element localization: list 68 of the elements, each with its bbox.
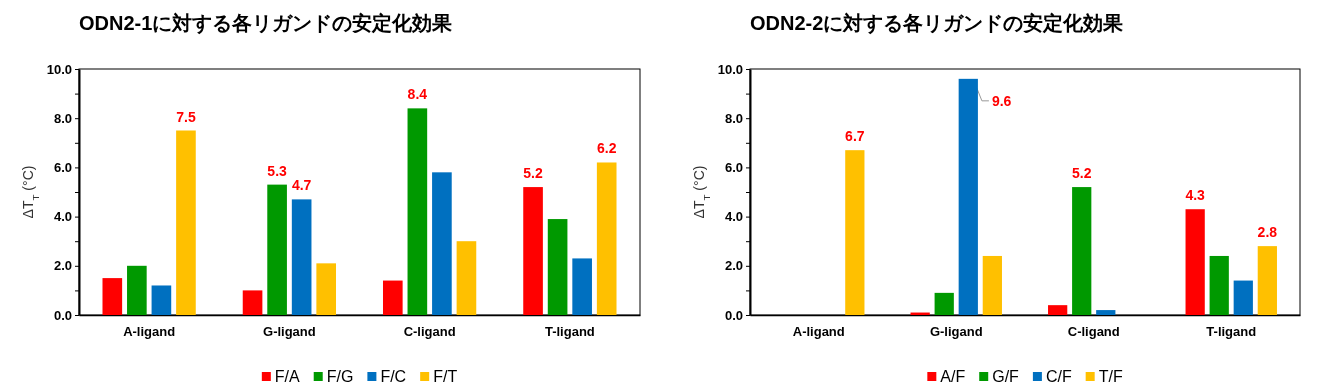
y-tick-label: 2.0 [724, 258, 743, 274]
bar [176, 130, 196, 315]
x-tick-label: C-ligand [403, 324, 456, 340]
bar [1096, 310, 1116, 315]
bar [316, 263, 337, 315]
y-tick-label: 8.0 [724, 110, 743, 126]
x-tick-label: A-ligand [792, 324, 845, 340]
bar [596, 162, 617, 315]
y-tick-label: 0.0 [724, 307, 743, 323]
x-tick-label: A-ligand [123, 324, 176, 340]
bar [267, 184, 287, 315]
y-tick-label: 2.0 [53, 258, 72, 274]
data-label: 6.7 [845, 128, 865, 145]
y-tick-label: 4.0 [724, 209, 743, 225]
bar [982, 255, 1002, 315]
data-label: 2.8 [1257, 224, 1278, 241]
bar [1072, 187, 1092, 315]
chart-title: ODN2-1に対する各リガンドの安定化効果 [79, 12, 454, 35]
data-label: 5.3 [267, 162, 288, 179]
y-tick-label: 4.0 [53, 209, 72, 225]
data-label: 9.6 [991, 92, 1012, 109]
bar [1048, 305, 1068, 315]
bar [1257, 246, 1277, 315]
bar [432, 172, 452, 315]
x-tick-label: G-ligand [263, 324, 316, 340]
legend-label: T/F [1098, 368, 1123, 385]
bar [845, 150, 865, 315]
y-tick-label: 6.0 [724, 160, 743, 176]
y-tick-label: 8.0 [53, 110, 72, 126]
y-tick-label: 6.0 [53, 160, 72, 176]
legend-label: F/A [274, 368, 301, 385]
legend-label: G/F [992, 368, 1020, 385]
bar [102, 278, 123, 315]
data-label: 4.3 [1185, 187, 1206, 204]
x-tick-label: C-ligand [1067, 324, 1120, 340]
bar [934, 292, 954, 315]
bar [523, 187, 543, 315]
bar [572, 258, 592, 315]
bar [958, 78, 978, 315]
bar [1209, 255, 1229, 315]
y-tick-label: 10.0 [717, 61, 743, 77]
x-tick-label: T-ligand [544, 324, 595, 340]
data-label: 5.2 [523, 165, 543, 182]
data-label: 6.2 [596, 140, 617, 157]
bar [242, 290, 263, 315]
chart-title: ODN2-2に対する各リガンドの安定化効果 [750, 12, 1125, 35]
legend-label: F/G [326, 368, 354, 385]
bar [1185, 209, 1205, 315]
bar [382, 280, 403, 315]
y-tick-label: 10.0 [46, 61, 72, 77]
y-tick-label: 0.0 [53, 307, 72, 323]
bar [1233, 280, 1253, 315]
data-label: 8.4 [407, 86, 428, 103]
bar [291, 199, 312, 315]
data-label: 7.5 [176, 108, 196, 125]
bar [151, 285, 172, 315]
data-label: 4.7 [291, 177, 312, 194]
bar [127, 265, 147, 315]
legend-label: F/T [433, 368, 458, 385]
legend-label: A/F [940, 368, 966, 385]
data-label: 5.2 [1071, 165, 1092, 182]
x-tick-label: T-ligand [1206, 324, 1257, 340]
bar [547, 219, 568, 315]
bar [456, 241, 477, 315]
legend-label: F/C [380, 368, 407, 385]
bar [407, 108, 428, 315]
legend-label: C/F [1045, 368, 1072, 385]
x-tick-label: G-ligand [929, 324, 983, 340]
